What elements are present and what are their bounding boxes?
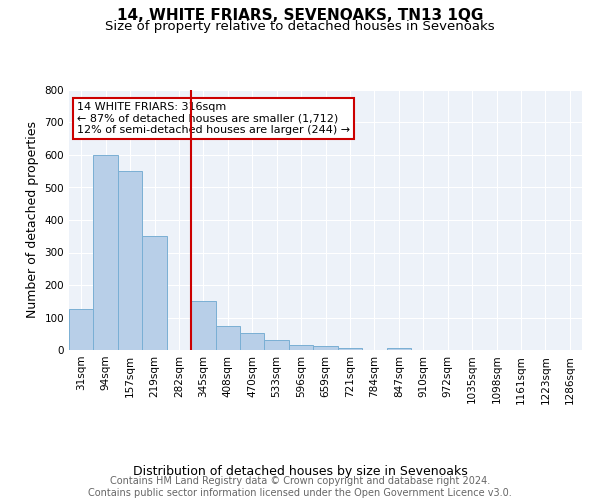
Bar [240,333,265,350]
Bar [215,326,240,350]
Bar [94,155,118,350]
Text: Distribution of detached houses by size in Sevenoaks: Distribution of detached houses by size … [133,464,467,477]
Text: 14, WHITE FRIARS, SEVENOAKS, TN13 1QG: 14, WHITE FRIARS, SEVENOAKS, TN13 1QG [117,8,483,22]
Bar [338,348,362,350]
Bar [191,301,215,350]
Y-axis label: Number of detached properties: Number of detached properties [26,122,39,318]
Text: Contains HM Land Registry data © Crown copyright and database right 2024.
Contai: Contains HM Land Registry data © Crown c… [88,476,512,498]
Text: 14 WHITE FRIARS: 316sqm
← 87% of detached houses are smaller (1,712)
12% of semi: 14 WHITE FRIARS: 316sqm ← 87% of detache… [77,102,350,135]
Bar [142,236,167,350]
Bar [265,340,289,350]
Bar [118,171,142,350]
Bar [69,310,94,350]
Bar [289,345,313,350]
Text: Size of property relative to detached houses in Sevenoaks: Size of property relative to detached ho… [105,20,495,33]
Bar [386,348,411,350]
Bar [313,346,338,350]
